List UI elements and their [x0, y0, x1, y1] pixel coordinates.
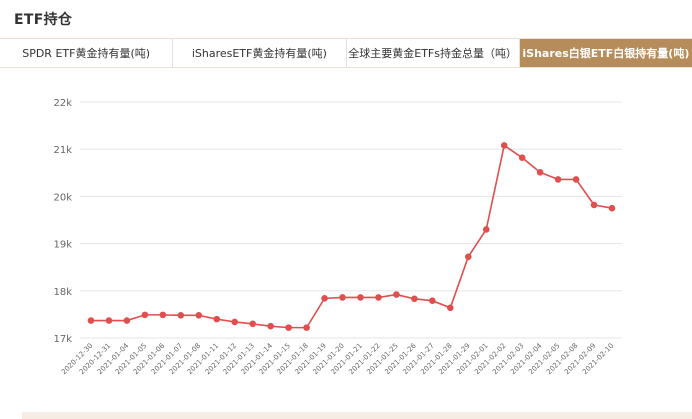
y-tick-label: 20k [53, 192, 72, 203]
page-title: ETF持仓 [14, 12, 73, 28]
data-point [357, 294, 364, 301]
data-point [123, 317, 131, 324]
data-point [375, 294, 382, 301]
data-point [105, 317, 113, 324]
data-point [195, 312, 203, 319]
data-point [303, 324, 310, 331]
data-point [339, 294, 346, 301]
tab-ishares-gold[interactable]: iSharesETF黄金持有量(吨) [173, 39, 347, 67]
data-point [285, 324, 292, 331]
y-tick-label: 19k [53, 240, 72, 251]
data-point [321, 295, 328, 302]
data-point [159, 311, 167, 319]
data-point [447, 304, 454, 312]
y-tick-label: 18k [53, 287, 72, 298]
data-point [464, 253, 472, 261]
y-tick-label: 22k [53, 98, 72, 109]
y-tick-label: 21k [53, 145, 72, 156]
data-point [500, 142, 508, 149]
data-point [87, 317, 95, 324]
data-point [177, 312, 185, 319]
data-point [213, 315, 221, 323]
data-point [608, 204, 616, 212]
data-point [411, 295, 418, 303]
data-point [482, 226, 490, 233]
line-chart: 17k18k19k20k21k22k2020-12-302020-12-3120… [53, 98, 622, 376]
data-point [429, 297, 436, 305]
data-point [141, 311, 149, 319]
bottom-panel-edge [22, 412, 692, 419]
series-line [91, 144, 613, 329]
data-point [267, 322, 274, 330]
tab-ishares-silver[interactable]: iShares白银ETF白银持有量(吨) [519, 39, 692, 67]
data-point [590, 201, 598, 209]
tab-global-gold-etfs[interactable]: 全球主要黄金ETFs持金总量（吨） [347, 39, 520, 67]
y-tick-label: 17k [53, 334, 72, 345]
data-point [572, 176, 580, 183]
data-point [536, 169, 544, 176]
data-point [393, 291, 400, 298]
tab-spdr-gold[interactable]: SPDR ETF黄金持有量(吨) [0, 39, 174, 67]
data-point [231, 318, 239, 326]
tab-bar: SPDR ETF黄金持有量(吨) iSharesETF黄金持有量(吨) 全球主要… [0, 38, 692, 68]
data-point [249, 320, 256, 328]
data-point [554, 176, 562, 183]
data-point [518, 154, 526, 161]
